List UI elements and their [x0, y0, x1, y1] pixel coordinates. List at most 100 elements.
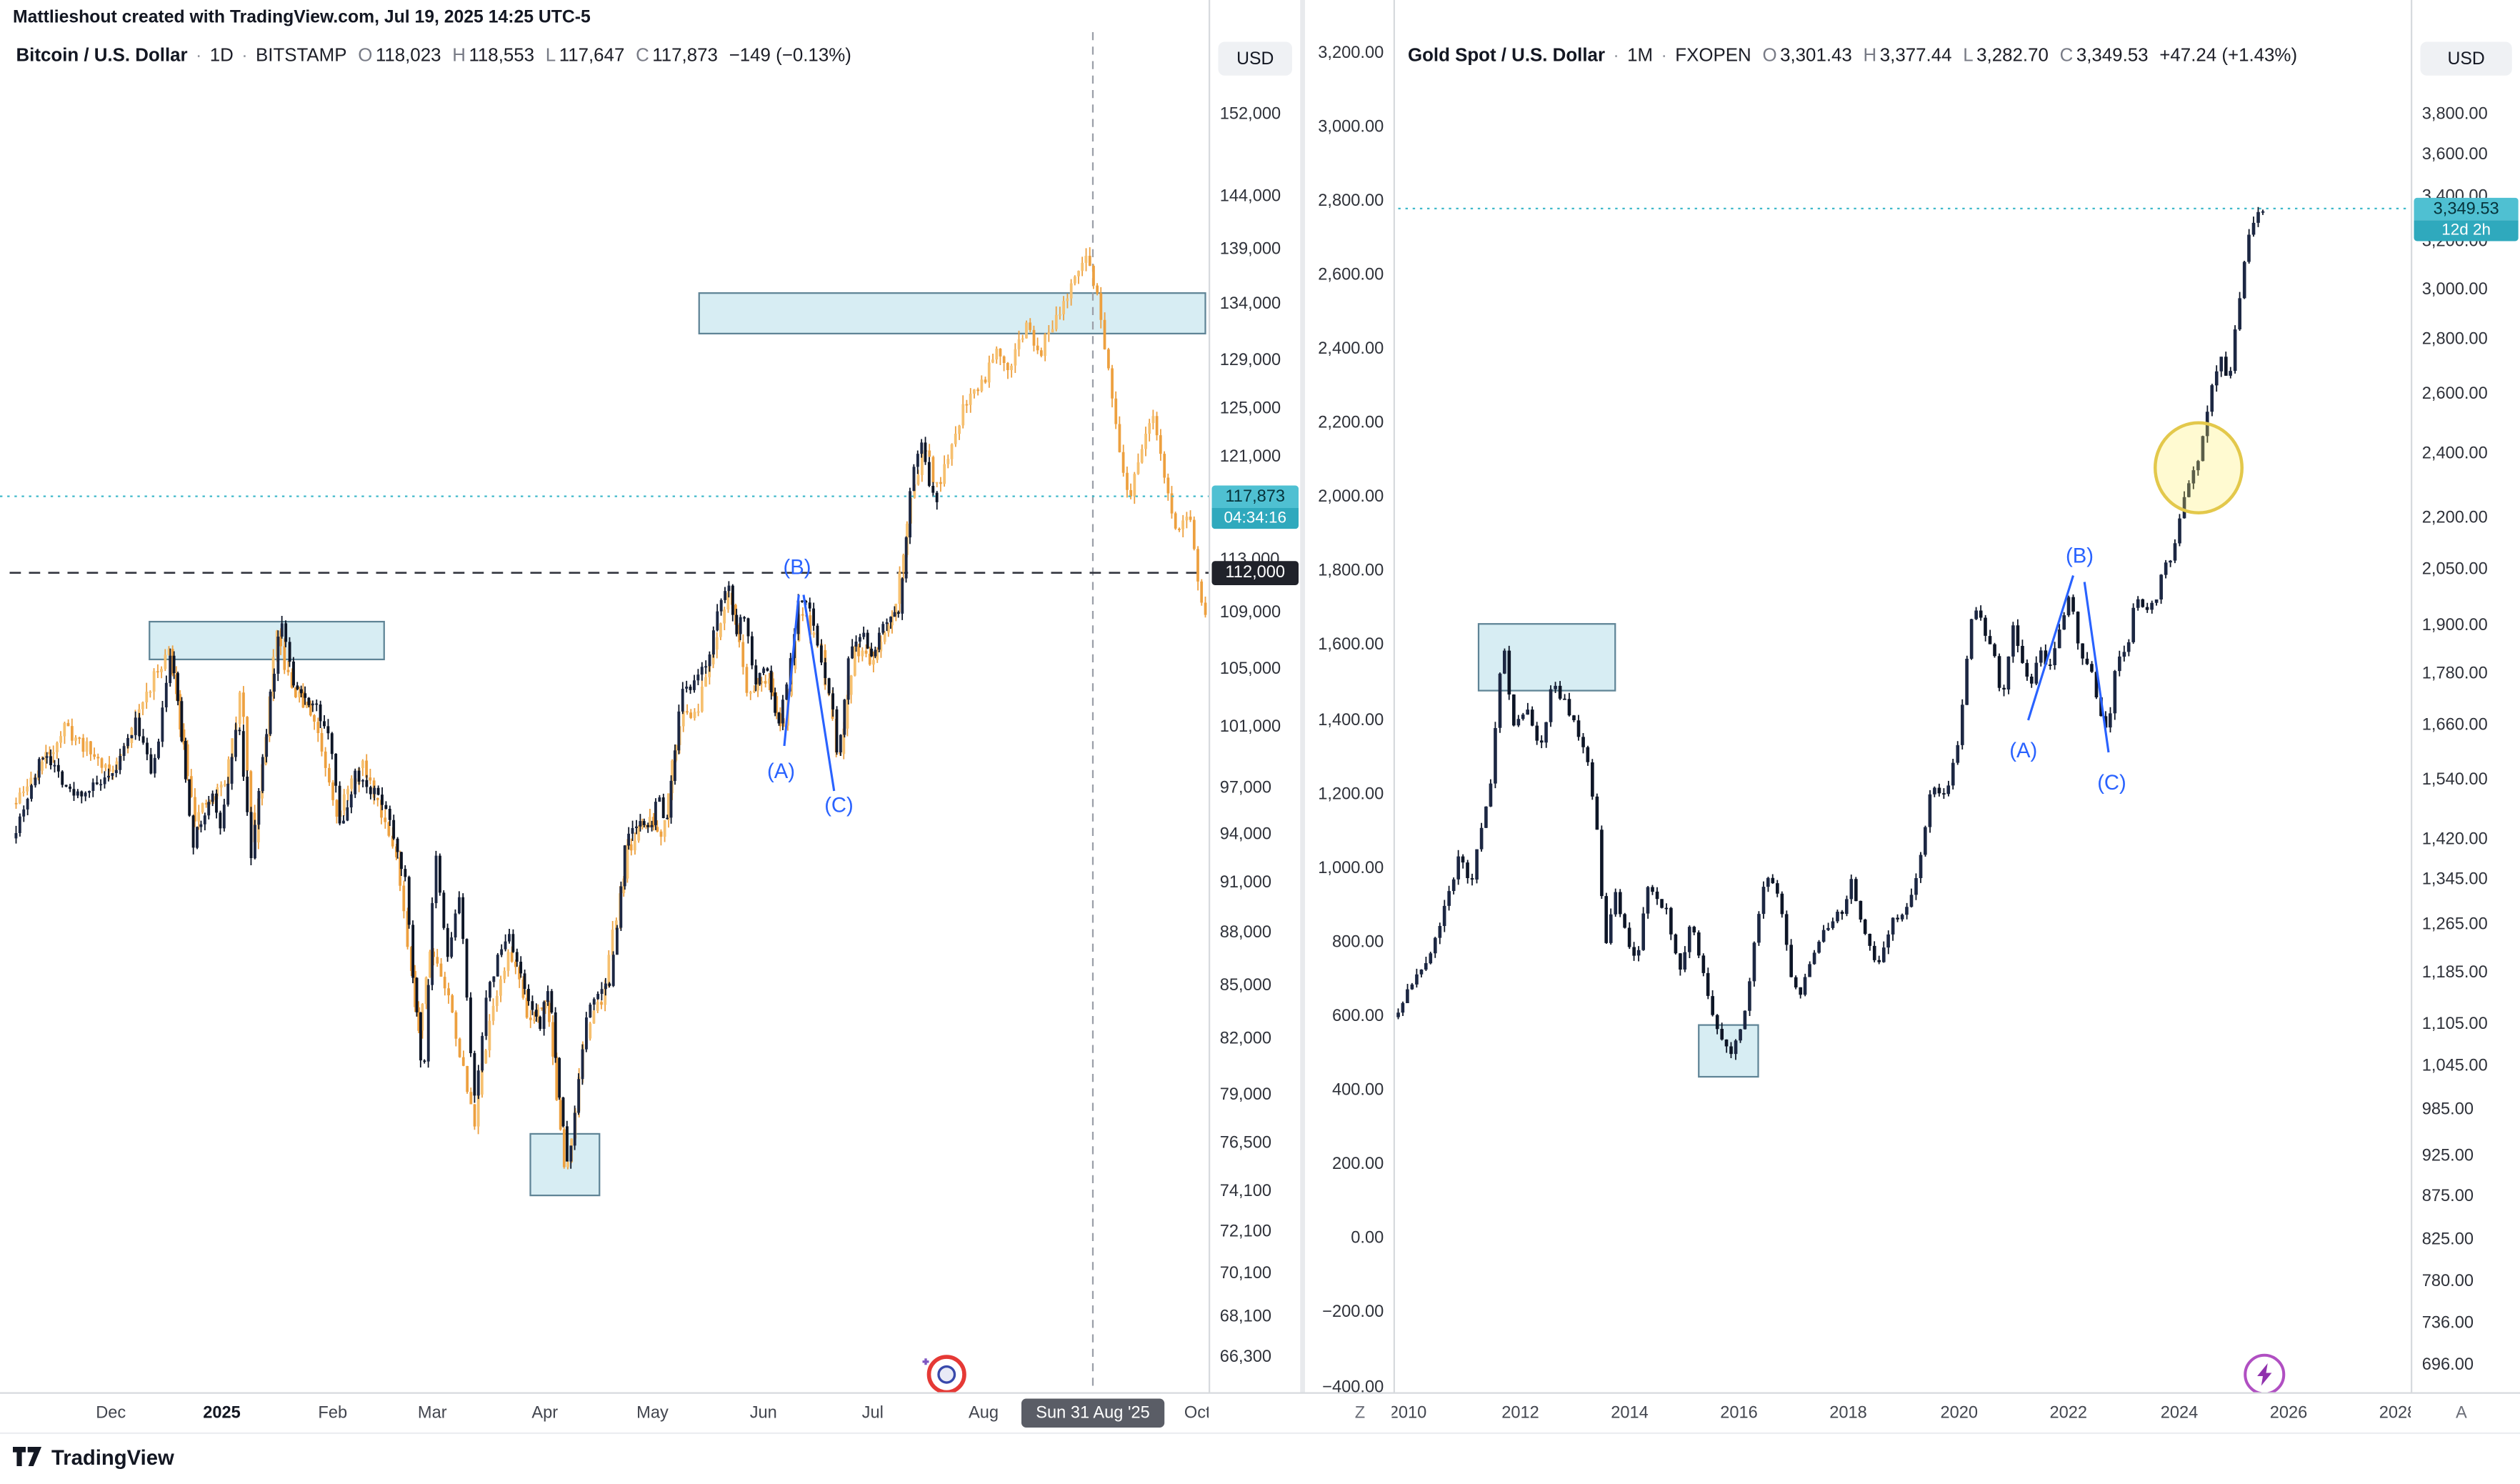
gold-symbol-name[interactable]: Gold Spot / U.S. Dollar — [1408, 46, 1606, 66]
high-label: H — [452, 46, 466, 66]
price-tick: −400.00 — [1322, 1377, 1384, 1393]
price-tick: 2,000.00 — [1318, 487, 1384, 507]
price-tick: 74,100 — [1219, 1180, 1272, 1200]
price-tick: 72,100 — [1219, 1222, 1272, 1242]
price-tick: 1,420.00 — [2421, 830, 2488, 850]
price-tick: 1,540.00 — [2421, 770, 2488, 790]
time-tick: 2010 — [1391, 1403, 1427, 1423]
price-tick: 82,000 — [1219, 1029, 1272, 1049]
price-tick: 1,800.00 — [1318, 561, 1384, 581]
price-tick: 1,200.00 — [1318, 784, 1384, 804]
btc-chart-canvas[interactable]: (A) (B) (C) — [0, 0, 1209, 1393]
gold-interval[interactable]: 1M — [1627, 46, 1654, 66]
time-tick: Aug — [968, 1403, 999, 1423]
time-tick: 2014 — [1611, 1403, 1649, 1423]
gold-time-scale[interactable]: 2010 2012 2014 2016 2018 2020 2022 2024 2026 2028 — [1392, 1394, 2411, 1436]
price-tick: 696.00 — [2421, 1355, 2474, 1375]
high-value: 3,377.44 — [1879, 46, 1952, 66]
low-label: L — [1963, 46, 1974, 66]
price-tick: 1,400.00 — [1318, 709, 1384, 729]
wave-label[interactable]: (B) — [784, 556, 811, 579]
wave-line[interactable] — [802, 594, 836, 792]
gold-price-axis[interactable]: USD 3,349.53 12d 2h 3,800.00 3,600.00 3,40… — [2411, 0, 2520, 1393]
gold-chart-canvas[interactable]: (A) (B) (C) — [1305, 0, 2411, 1393]
time-tick: 2026 — [2269, 1403, 2308, 1423]
btc-change: −149 (−0.13%) — [729, 46, 851, 66]
close-label: C — [2059, 46, 2074, 66]
wave-label[interactable]: (C) — [2097, 772, 2126, 795]
price-tick: 875.00 — [2421, 1186, 2474, 1206]
price-tick: 1,185.00 — [2421, 962, 2488, 982]
btc-symbol-name[interactable]: Bitcoin / U.S. Dollar — [16, 46, 188, 66]
time-tick: 2025 — [203, 1403, 241, 1423]
gold-left-price-axis[interactable]: 3,200.00 3,000.00 2,800.00 2,600.00 2,400.00… — [1305, 0, 1395, 1393]
low-value: 3,282.70 — [1976, 46, 2049, 66]
btc-overlay-down-bodies — [14, 255, 1207, 1167]
wave-line[interactable] — [2026, 575, 2075, 721]
edge-label-a: A — [2456, 1403, 2467, 1423]
tradingview-logo[interactable]: TradingView — [13, 1445, 174, 1470]
btc-overlay-wicks — [15, 247, 1206, 1170]
price-tick: 1,345.00 — [2421, 870, 2488, 890]
wave-label[interactable]: (A) — [2009, 739, 2037, 762]
tradingview-logo-mark — [13, 1447, 42, 1466]
price-tick: 91,000 — [1219, 873, 1272, 893]
gold-currency-button[interactable]: USD — [2420, 41, 2512, 76]
wave-line[interactable] — [2083, 582, 2110, 753]
price-tick: 736.00 — [2421, 1313, 2474, 1333]
pane-divider[interactable] — [1300, 0, 1305, 1434]
gold-chart-pane[interactable]: (A) (B) (C) 3,200.00 3,000.00 2,800.00 2,600.… — [1305, 0, 2411, 1393]
price-tick: 3,200.00 — [1318, 42, 1384, 62]
price-tick: 134,000 — [1219, 294, 1281, 314]
lightning-icon[interactable] — [2244, 1353, 2286, 1393]
zone-box[interactable] — [149, 620, 385, 661]
price-tick: 2,200.00 — [2421, 507, 2488, 527]
btc-daily-down-bodies — [49, 442, 939, 1162]
price-tick: 70,100 — [1219, 1264, 1272, 1284]
btc-interval[interactable]: 1D — [209, 46, 234, 66]
wave-line[interactable] — [783, 594, 800, 747]
time-axis[interactable]: Dec 2025 Feb Mar Apr May Jun Jul Aug Oct 2010 2012… — [0, 1392, 2520, 1436]
separator-dot: · — [1661, 46, 1668, 66]
price-tick: 3,800.00 — [2421, 105, 2488, 125]
btc-time-scale[interactable]: Dec 2025 Feb Mar Apr May Jun Jul Aug Oct — [0, 1394, 1209, 1436]
price-tick: 2,400.00 — [2421, 443, 2488, 463]
zone-box[interactable] — [1698, 1024, 1759, 1078]
price-tick: 97,000 — [1219, 777, 1272, 797]
sticker-icon[interactable] — [922, 1355, 966, 1393]
price-tick: 0.00 — [1351, 1228, 1384, 1248]
wave-label[interactable]: (B) — [2066, 545, 2094, 568]
zone-box[interactable] — [698, 292, 1206, 335]
open-label: O — [358, 46, 373, 66]
low-value: 117,647 — [559, 46, 625, 66]
btc-exchange: BITSTAMP — [255, 46, 347, 66]
price-tick: 200.00 — [1331, 1154, 1384, 1174]
btc-current-price: 117,873 — [1211, 484, 1299, 508]
watermark: Mattlieshout created with TradingView.co… — [13, 8, 591, 28]
open-label: O — [1762, 46, 1777, 66]
price-tick: 600.00 — [1331, 1006, 1384, 1026]
close-value: 117,873 — [652, 46, 718, 66]
gold-current-price-badge: 3,349.53 12d 2h — [2414, 197, 2519, 241]
gold-bar-countdown: 12d 2h — [2414, 219, 2519, 241]
price-tick: 152,000 — [1219, 104, 1281, 124]
price-tick: 1,000.00 — [1318, 857, 1384, 877]
price-tick: 2,600.00 — [1318, 264, 1384, 284]
highlight-circle[interactable] — [2154, 421, 2244, 514]
price-tick: 2,200.00 — [1318, 413, 1384, 433]
btc-level-badge: 112,000 — [1211, 560, 1299, 585]
btc-current-price-badge: 117,873 04:34:16 — [1211, 484, 1299, 529]
price-tick: 2,050.00 — [2421, 559, 2488, 579]
price-tick: 66,300 — [1219, 1347, 1272, 1367]
open-value: 3,301.43 — [1780, 46, 1852, 66]
wave-label[interactable]: (C) — [824, 794, 854, 817]
time-tick: Jun — [749, 1403, 777, 1423]
btc-price-axis[interactable]: USD 117,873 04:34:16 112,000 152,000 144,… — [1209, 0, 1301, 1393]
btc-currency-button[interactable]: USD — [1218, 41, 1292, 76]
wave-label[interactable]: (A) — [767, 760, 795, 783]
btc-daily-wicks — [15, 437, 938, 1169]
time-tick: Oct — [1184, 1403, 1209, 1423]
btc-chart-pane[interactable]: (A) (B) (C) Bitcoin / U.S. Dollar · 1D · B… — [0, 0, 1209, 1393]
